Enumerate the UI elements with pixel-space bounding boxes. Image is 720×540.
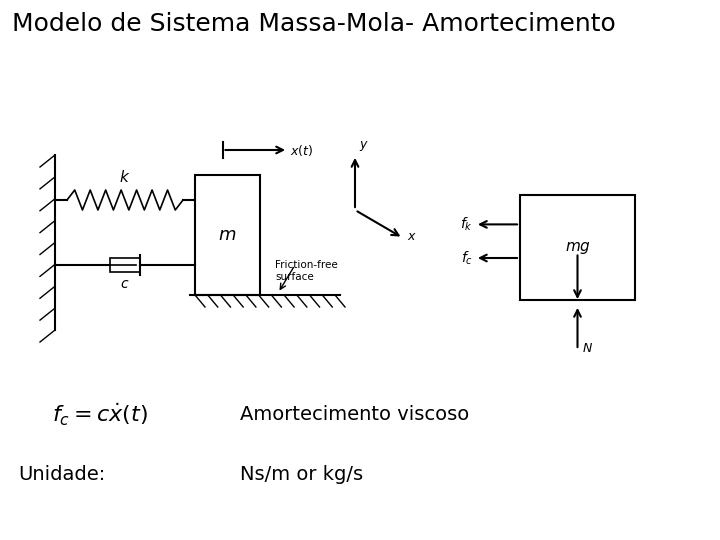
Text: $f_c = c\dot{x}(t)$: $f_c = c\dot{x}(t)$ xyxy=(52,402,148,428)
Bar xyxy=(195,175,260,295)
Text: $y$: $y$ xyxy=(359,139,369,153)
Text: $k$: $k$ xyxy=(120,169,130,185)
Text: $f_c$: $f_c$ xyxy=(461,249,473,267)
Text: $f_k$: $f_k$ xyxy=(460,215,473,233)
Text: $mg$: $mg$ xyxy=(564,240,590,255)
Bar xyxy=(110,258,140,272)
Text: Unidade:: Unidade: xyxy=(18,465,105,484)
Text: Amortecimento viscoso: Amortecimento viscoso xyxy=(240,406,469,424)
Bar xyxy=(520,195,635,300)
Text: $N$: $N$ xyxy=(582,341,593,354)
Text: $x$: $x$ xyxy=(407,230,417,242)
Text: $c$: $c$ xyxy=(120,277,130,291)
Text: Friction-free
surface: Friction-free surface xyxy=(275,260,338,281)
Text: $m$: $m$ xyxy=(218,226,237,244)
Text: Ns/m or kg/s: Ns/m or kg/s xyxy=(240,465,363,484)
Text: $x(t)$: $x(t)$ xyxy=(290,143,313,158)
Text: Modelo de Sistema Massa-Mola- Amortecimento: Modelo de Sistema Massa-Mola- Amortecime… xyxy=(12,12,616,36)
